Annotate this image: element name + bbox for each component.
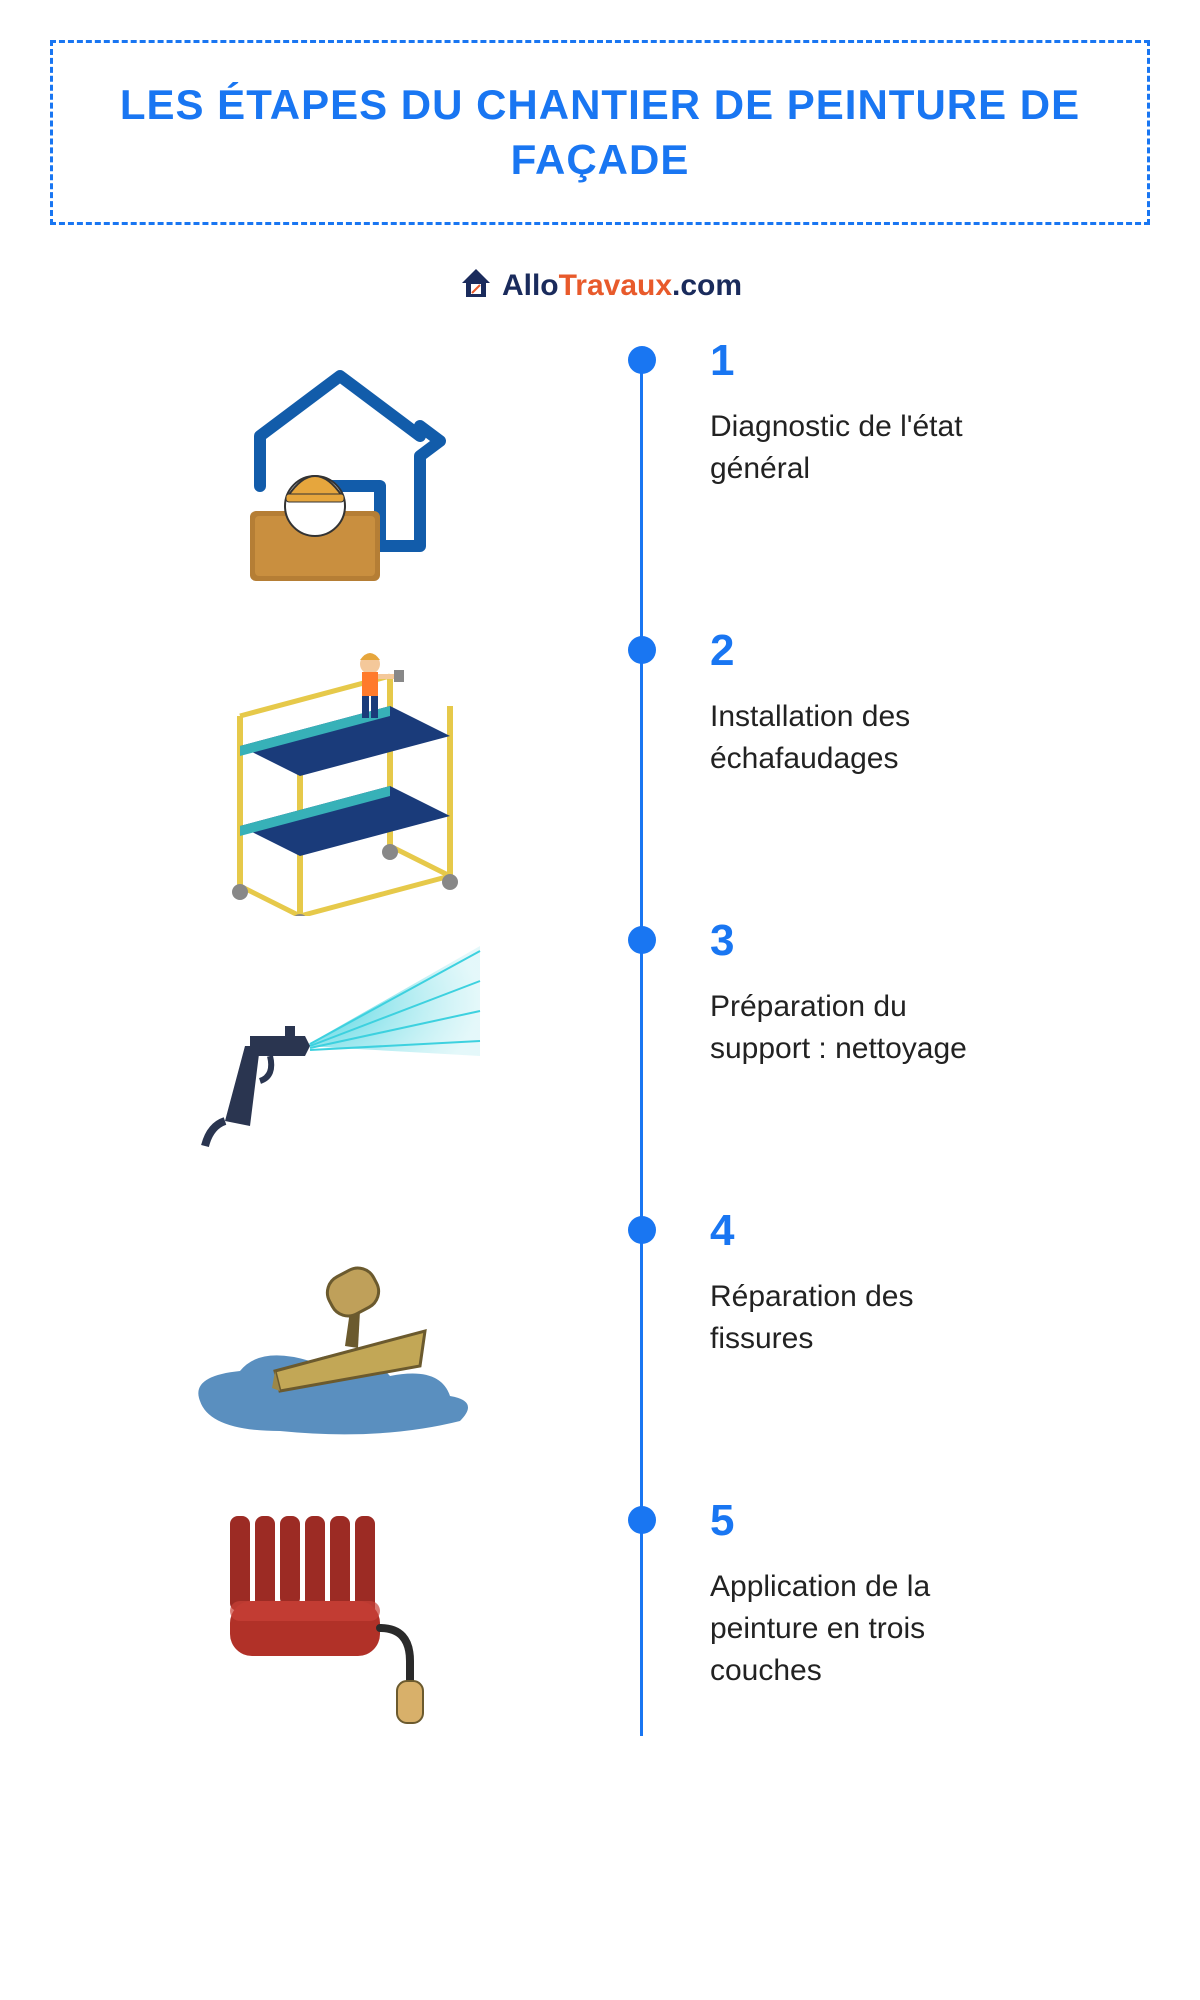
step-label: Diagnostic de l'état général: [710, 406, 990, 490]
page-title: LES ÉTAPES DU CHANTIER DE PEINTURE DE FA…: [93, 78, 1107, 187]
logo-travaux: Travaux: [559, 269, 672, 302]
house-logo-icon: [458, 265, 494, 306]
timeline-marker: [628, 926, 656, 954]
logo-row: AlloTravaux.com: [50, 265, 1150, 306]
scaffold-icon: [100, 626, 580, 916]
timeline-wrap: 1 Diagnostic de l'état général: [100, 336, 1100, 1756]
step-content: 5 Application de la peinture en trois co…: [710, 1496, 990, 1692]
step-2: 2 Installation des échafaudages: [100, 626, 1100, 916]
timeline-marker: [628, 1506, 656, 1534]
paint-roller-icon: [100, 1496, 580, 1726]
title-box: LES ÉTAPES DU CHANTIER DE PEINTURE DE FA…: [50, 40, 1150, 225]
timeline-marker: [628, 1216, 656, 1244]
step-3: 3 Préparation du support : nettoyage: [100, 916, 1100, 1206]
step-5: 5 Application de la peinture en trois co…: [100, 1496, 1100, 1756]
step-1: 1 Diagnostic de l'état général: [100, 336, 1100, 626]
step-content: 1 Diagnostic de l'état général: [710, 336, 990, 490]
spray-gun-icon: [100, 916, 580, 1156]
step-content: 3 Préparation du support : nettoyage: [710, 916, 990, 1070]
step-label: Préparation du support : nettoyage: [710, 986, 990, 1070]
house-worker-icon: [100, 336, 580, 586]
step-4: 4 Réparation des fissures: [100, 1206, 1100, 1496]
logo-allo: Allo: [502, 269, 559, 302]
trowel-icon: [100, 1206, 580, 1446]
logo: AlloTravaux.com: [458, 265, 742, 306]
step-label: Application de la peinture en trois couc…: [710, 1566, 990, 1692]
step-label: Installation des échafaudages: [710, 696, 990, 780]
timeline-marker: [628, 346, 656, 374]
step-label: Réparation des fissures: [710, 1276, 990, 1360]
step-content: 4 Réparation des fissures: [710, 1206, 990, 1360]
step-content: 2 Installation des échafaudages: [710, 626, 990, 780]
step-number: 1: [710, 336, 990, 386]
step-number: 5: [710, 1496, 990, 1546]
step-number: 2: [710, 626, 990, 676]
logo-text: AlloTravaux.com: [502, 269, 742, 303]
timeline-marker: [628, 636, 656, 664]
logo-com: .com: [672, 269, 742, 302]
step-number: 4: [710, 1206, 990, 1256]
step-number: 3: [710, 916, 990, 966]
